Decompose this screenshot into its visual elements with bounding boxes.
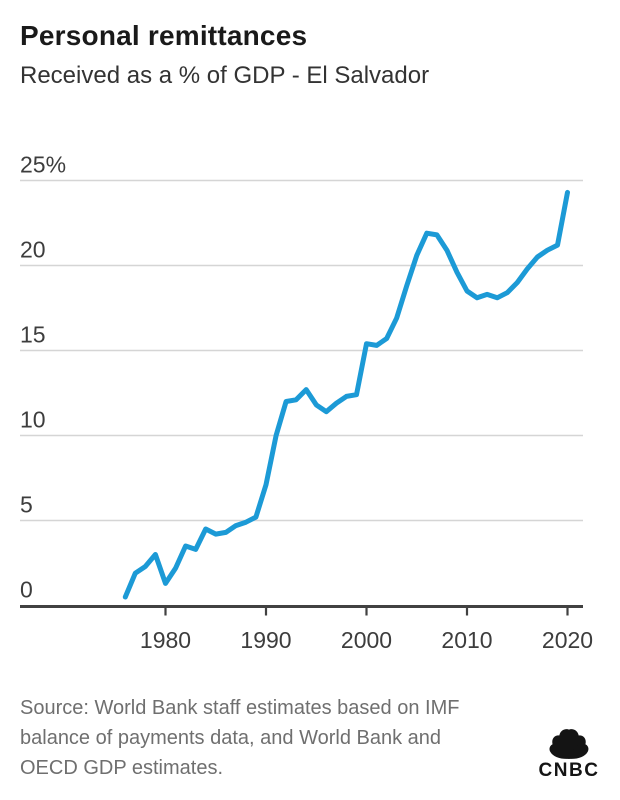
- x-axis-tick-label: 2020: [542, 627, 593, 653]
- chart-title: Personal remittances: [20, 20, 308, 51]
- cnbc-logo: CNBC: [535, 720, 603, 782]
- y-axis-tick-label: 10: [20, 407, 46, 433]
- x-axis-tick-label: 1980: [140, 627, 191, 653]
- source-text: Source: World Bank staff estimates based…: [20, 697, 460, 779]
- cnbc-wordmark: CNBC: [538, 760, 600, 781]
- data-line: [122, 189, 570, 600]
- y-axis-tick-label: 20: [20, 237, 46, 263]
- y-axis-tick-label: 5: [20, 492, 33, 518]
- peacock-icon: [549, 729, 589, 759]
- chart-subtitle: Received as a % of GDP - El Salvador: [20, 62, 430, 89]
- x-axis-tick-label: 1990: [240, 627, 291, 653]
- y-axis-tick-label: 15: [20, 322, 46, 348]
- x-axis-tick-label: 2000: [341, 627, 392, 653]
- y-axis-tick-label: 0: [20, 577, 33, 603]
- y-axis-tick-label: 25%: [20, 152, 66, 178]
- x-axis-tick-label: 2010: [441, 627, 492, 653]
